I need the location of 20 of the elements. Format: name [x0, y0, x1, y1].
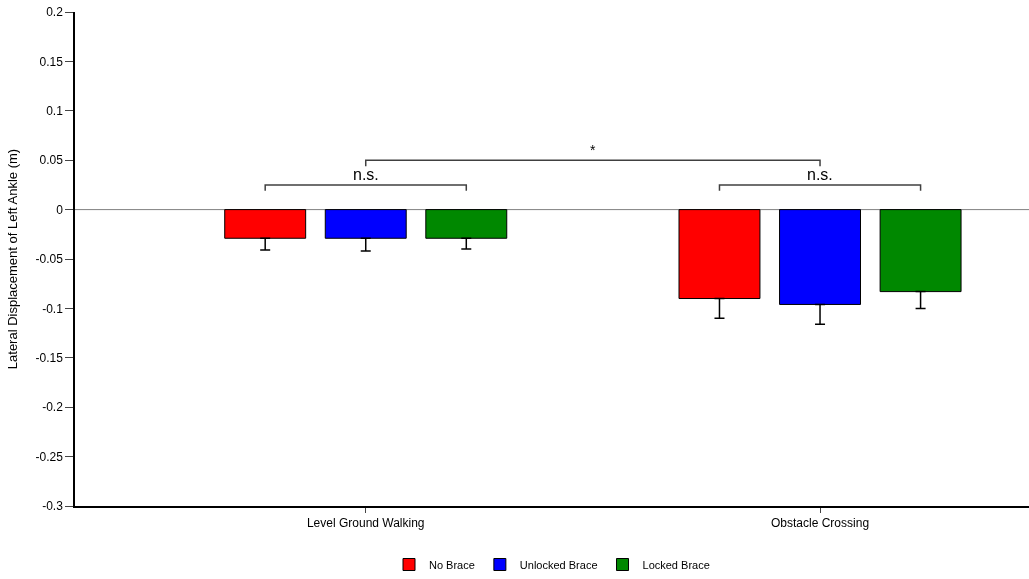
legend-label: No Brace — [429, 558, 475, 571]
y-tick-label: 0 — [56, 202, 64, 217]
y-tick-label: 0.1 — [46, 104, 64, 118]
y-axis-title: Lateral Displacement of Left Ankle (m) — [4, 148, 20, 370]
y-tick-label: -0.2 — [42, 400, 64, 415]
y-tick-label: 0.15 — [39, 54, 64, 69]
y-tick-label: -0.3 — [42, 499, 64, 514]
x-tick-label: Level Ground Walking — [306, 516, 425, 531]
legend-label: Unlocked Brace — [519, 558, 598, 571]
y-tick-label: 0.05 — [39, 153, 64, 168]
y-tick-label: -0.05 — [35, 252, 64, 267]
y-tick-label: -0.1 — [42, 301, 64, 316]
annotation: n.s. — [353, 166, 379, 183]
y-tick-label: -0.15 — [35, 351, 64, 365]
annotation: n.s. — [807, 166, 833, 183]
annotation: * — [590, 142, 596, 158]
legend-label: Locked Brace — [642, 558, 710, 571]
y-tick-label: -0.25 — [35, 449, 64, 464]
y-tick-label: 0.2 — [46, 5, 64, 20]
x-tick-label: Obstacle Crossing — [771, 516, 870, 531]
